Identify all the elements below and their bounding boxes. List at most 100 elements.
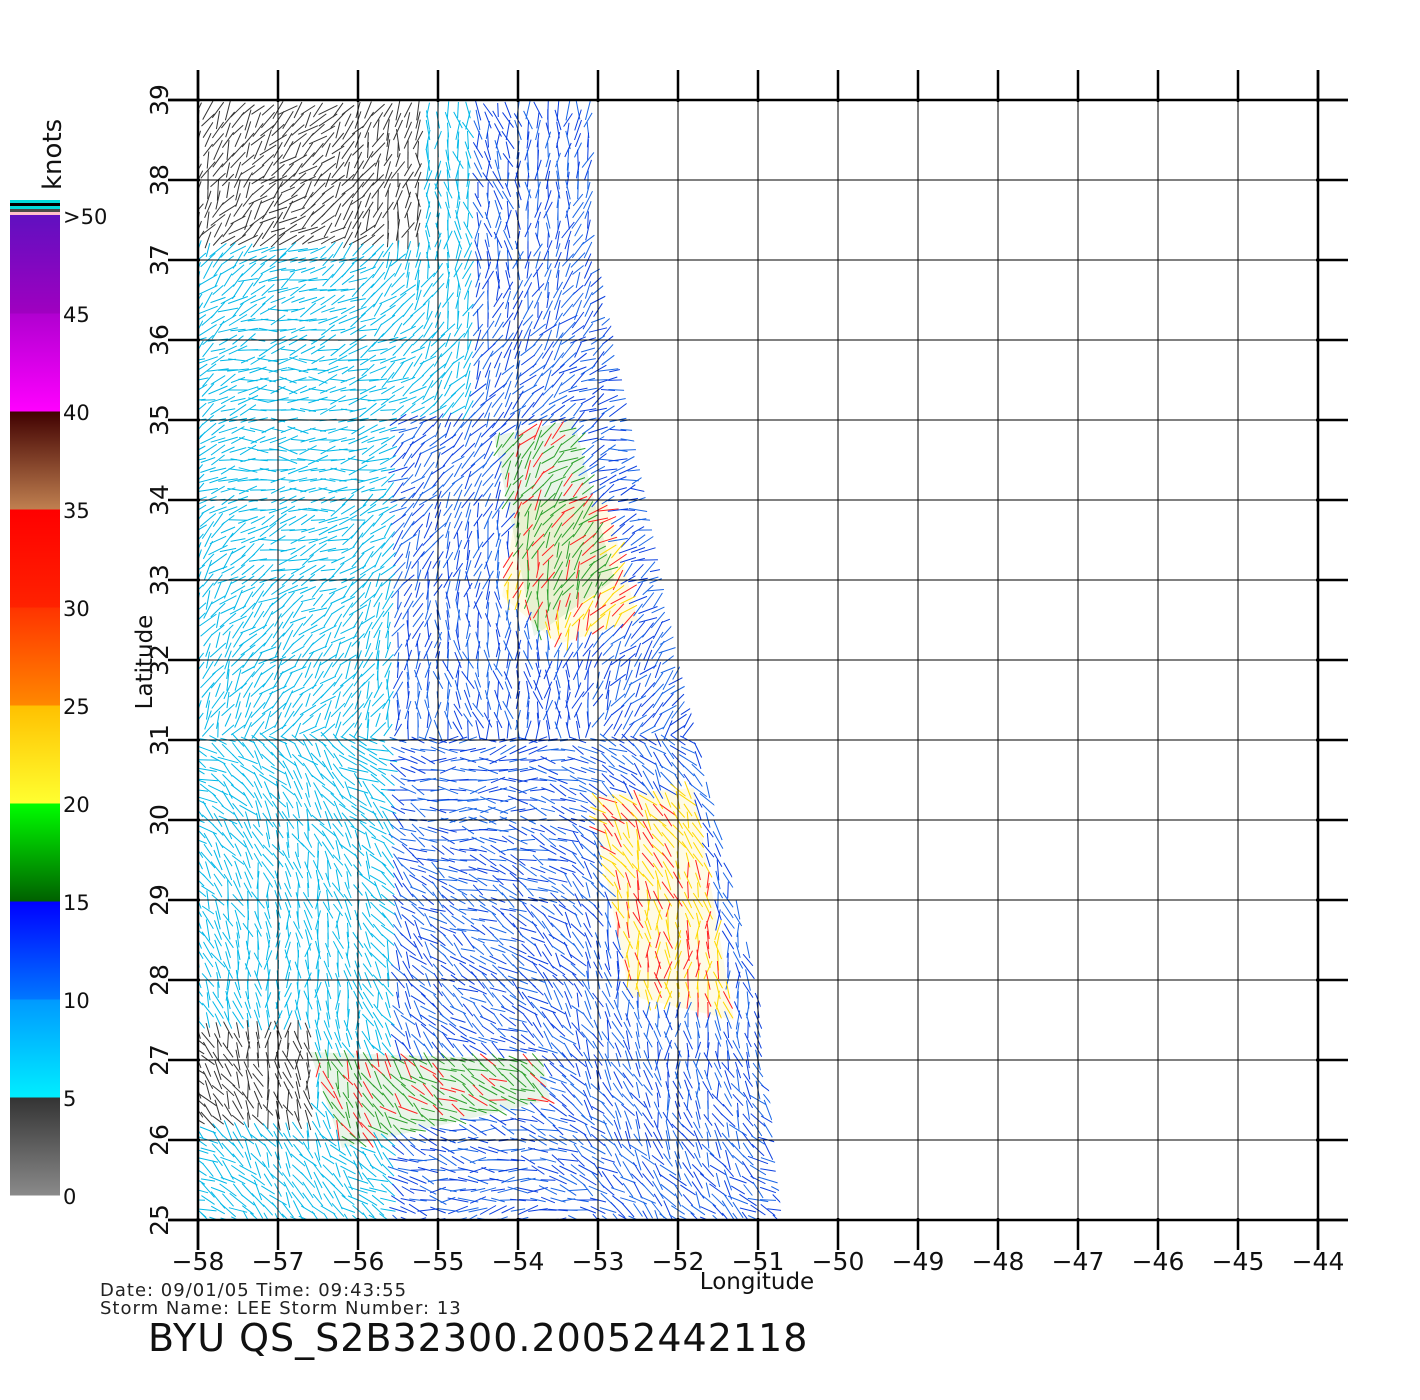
wind-vector	[247, 377, 269, 383]
wind-vector	[520, 768, 536, 772]
wind-vector	[363, 1039, 373, 1061]
wind-vector	[303, 909, 313, 931]
wind-vector	[330, 467, 346, 473]
wind-vector	[703, 960, 713, 980]
wind-vector	[202, 582, 214, 598]
wind-vector	[253, 781, 263, 799]
wind-vector	[443, 351, 453, 369]
wind-vector	[547, 232, 549, 248]
wind-vector	[239, 804, 257, 816]
wind-vector	[218, 327, 238, 333]
wind-vector	[553, 443, 563, 457]
wind-vector	[536, 591, 540, 609]
wind-vector	[361, 273, 375, 287]
wind-vector	[573, 702, 583, 718]
wind-vector	[665, 1081, 671, 1099]
wind-vector	[489, 1114, 507, 1126]
wind-vector	[310, 345, 326, 355]
wind-vector	[439, 766, 457, 774]
wind-vector	[198, 821, 206, 839]
wind-vector	[465, 110, 471, 130]
wind-vector	[601, 624, 615, 636]
wind-vector	[575, 1030, 581, 1050]
wind-vector	[294, 961, 302, 979]
wind-vector	[521, 1071, 535, 1089]
wind-vector	[315, 869, 321, 891]
wind-vector	[331, 771, 345, 789]
wind-vector	[496, 562, 500, 578]
wind-vector	[711, 1113, 725, 1127]
wind-vector	[203, 559, 213, 581]
wind-vector	[444, 710, 452, 730]
wind-vector	[214, 1013, 222, 1027]
wind-vector	[456, 550, 460, 570]
wind-vector	[702, 1080, 714, 1100]
wind-vector	[283, 671, 293, 689]
wind-vector	[495, 481, 501, 499]
wind-vector	[580, 834, 596, 846]
wind-vector	[402, 314, 414, 326]
wind-vector	[746, 1042, 750, 1058]
wind-vector	[639, 755, 657, 765]
wind-vector	[340, 505, 356, 515]
wind-vector	[338, 635, 358, 645]
wind-vector	[386, 959, 390, 981]
wind-vector	[411, 374, 425, 386]
wind-vector	[219, 595, 237, 605]
wind-vector	[555, 262, 561, 278]
wind-vector	[715, 870, 721, 890]
wind-vector	[383, 260, 393, 280]
wind-vector	[621, 990, 635, 1010]
wind-vector	[419, 984, 437, 996]
wind-vector	[502, 552, 514, 568]
wind-vector	[308, 526, 328, 534]
wind-vector	[495, 622, 501, 638]
wind-vector	[468, 768, 488, 772]
wind-vector	[446, 101, 450, 119]
wind-vector	[332, 241, 344, 259]
wind-vector	[400, 766, 416, 774]
wind-vector	[732, 1093, 744, 1107]
wind-vector	[730, 1083, 746, 1097]
wind-vector	[524, 720, 532, 740]
wind-vector	[285, 910, 291, 930]
wind-vector	[286, 922, 290, 938]
wind-vector	[733, 913, 743, 927]
wind-vector	[310, 246, 326, 254]
wind-vector	[615, 1110, 621, 1130]
wind-vector	[367, 748, 389, 752]
wind-vector	[324, 632, 332, 648]
wind-vector	[439, 392, 457, 408]
wind-vector	[230, 376, 246, 384]
wind-vector	[502, 190, 514, 210]
wind-vector	[416, 182, 420, 198]
wind-vector	[625, 1121, 631, 1139]
wind-vector	[330, 328, 346, 332]
colorbar-segment	[10, 999, 60, 1098]
wind-vector	[473, 120, 483, 140]
wind-vector	[394, 1039, 402, 1061]
wind-vector	[361, 182, 375, 198]
wind-vector	[390, 452, 406, 468]
wind-vector	[475, 641, 481, 659]
wind-vector	[474, 680, 482, 700]
wind-vector	[346, 941, 350, 959]
wind-vector	[597, 566, 619, 574]
wind-vector	[411, 503, 425, 517]
wind-vector	[462, 260, 474, 280]
wind-vector	[451, 1103, 465, 1117]
wind-vector	[539, 778, 557, 782]
wind-vector	[411, 551, 425, 569]
wind-vector	[361, 445, 375, 455]
wind-vector	[574, 342, 582, 358]
wind-vector	[602, 804, 614, 816]
wind-vector	[622, 754, 634, 766]
wind-vector	[221, 703, 235, 717]
wind-vector	[199, 513, 217, 527]
wind-vector	[472, 1084, 484, 1096]
wind-vector	[628, 674, 648, 686]
wind-vector	[695, 1012, 701, 1028]
wind-vector	[422, 503, 434, 517]
wind-vector	[218, 436, 238, 444]
wind-vector	[485, 121, 491, 139]
